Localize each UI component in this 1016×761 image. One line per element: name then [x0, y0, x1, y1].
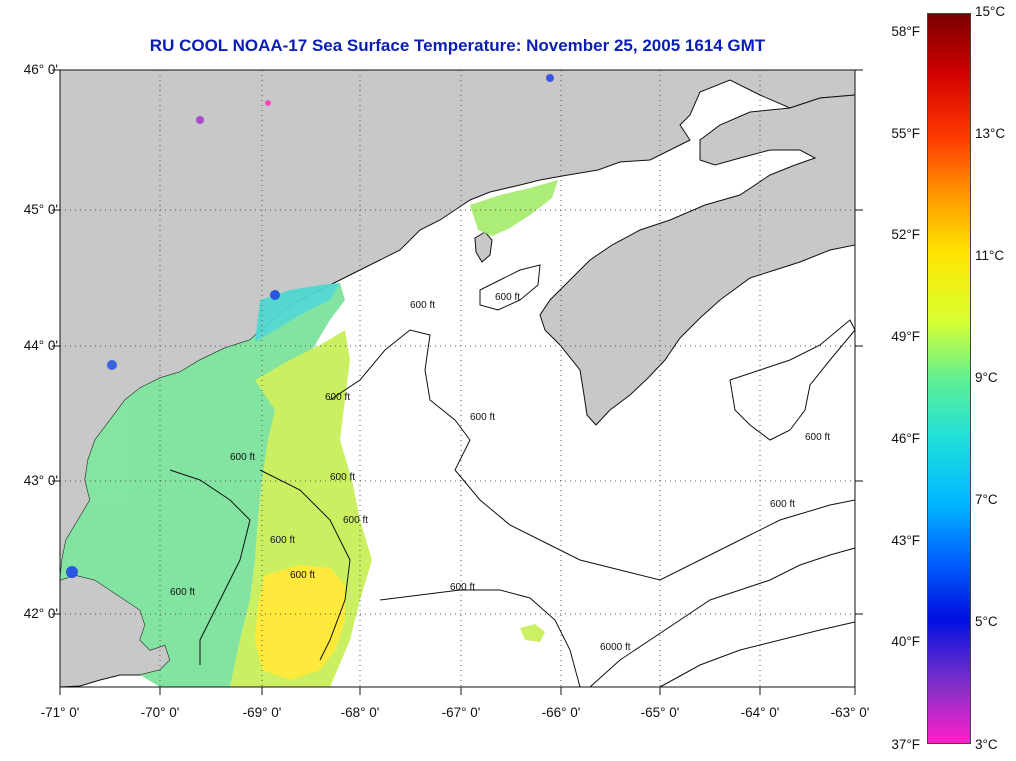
contour-label: 600 ft: [230, 452, 255, 463]
lon-label: -63° 0': [830, 705, 870, 720]
contour-label: 600 ft: [495, 292, 520, 303]
colorbar-f-label: 58°F: [891, 24, 920, 39]
contour-label: 600 ft: [470, 412, 495, 423]
contour-label: 6000 ft: [600, 642, 631, 653]
sst-bay-of-fundy: [470, 180, 558, 236]
sst-patch-small: [520, 624, 545, 642]
lon-label: -67° 0': [441, 705, 481, 720]
colorbar: [927, 13, 971, 744]
ticks: [52, 69, 863, 695]
colorbar-c-label: 13°C: [975, 126, 1006, 141]
colorbar-c-label: 7°C: [975, 492, 998, 507]
land-nova-scotia: [539, 94, 856, 426]
contour-label: 600 ft: [325, 392, 350, 403]
contour-label: 600 ft: [805, 432, 830, 443]
colorbar-f-label: 43°F: [891, 533, 920, 548]
colorbar-f-label: 37°F: [891, 737, 920, 752]
contour-label: 600 ft: [343, 515, 368, 526]
sst-warm-yellow: [255, 565, 345, 680]
contour-label: 600 ft: [410, 300, 435, 311]
contour-label: 600 ft: [450, 582, 475, 593]
colorbar-c-label: 15°C: [975, 4, 1006, 19]
sst-data: [60, 74, 558, 687]
contour-label: 600 ft: [330, 472, 355, 483]
colorbar-f-label: 55°F: [891, 126, 920, 141]
lon-label: -70° 0': [140, 705, 180, 720]
lat-label: 42° 0': [23, 606, 58, 621]
lat-label: 45° 0': [23, 202, 58, 217]
colorbar-c-label: 5°C: [975, 614, 998, 629]
contour-label: 600 ft: [170, 587, 195, 598]
colorbar-c-label: 3°C: [975, 737, 998, 752]
sst-coast-blue: [66, 566, 78, 578]
colorbar-f-label: 40°F: [891, 634, 920, 649]
colorbar-f-label: 52°F: [891, 227, 920, 242]
lon-label: -69° 0': [242, 705, 282, 720]
lon-label: -68° 0': [340, 705, 380, 720]
sst-river-blue: [270, 290, 280, 300]
land: [59, 69, 856, 688]
lon-label: -71° 0': [40, 705, 80, 720]
lon-label: -66° 0': [541, 705, 581, 720]
contour-label: 600 ft: [270, 535, 295, 546]
lon-label: -64° 0': [740, 705, 780, 720]
colorbar-f-label: 49°F: [891, 329, 920, 344]
contours: [169, 264, 856, 688]
map-frame: [59, 69, 856, 688]
lat-label: 43° 0': [23, 473, 58, 488]
page-title: RU COOL NOAA-17 Sea Surface Temperature:…: [149, 36, 766, 55]
colorbar-c-label: 9°C: [975, 370, 998, 385]
sst-lake-blue: [107, 360, 117, 370]
colorbar-f-label: 46°F: [891, 431, 920, 446]
sst-lake-magenta-2: [265, 100, 271, 106]
contour-label: 600 ft: [290, 570, 315, 581]
lat-label: 46° 0': [23, 62, 58, 77]
lat-label: 44° 0': [23, 338, 58, 353]
sst-lake-blue-2: [546, 74, 554, 82]
colorbar-c-label: 11°C: [975, 248, 1005, 263]
sst-lake-magenta: [196, 116, 204, 124]
contour-label: 600 ft: [770, 499, 795, 510]
contour-labels: 600 ft 600 ft 600 ft 600 ft 600 ft 600 f…: [170, 292, 830, 653]
lon-label: -65° 0': [640, 705, 680, 720]
